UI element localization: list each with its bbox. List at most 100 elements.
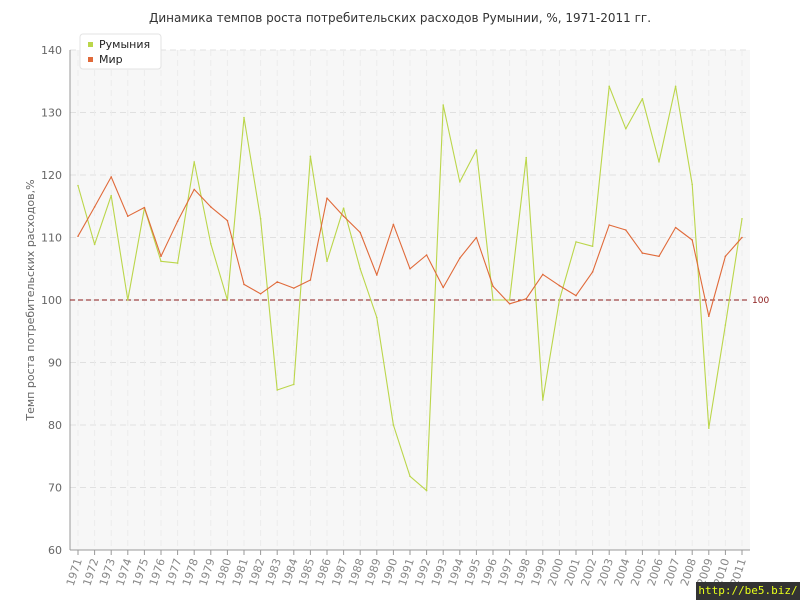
data-point (708, 315, 710, 318)
data-point (359, 267, 362, 270)
data-point (459, 181, 461, 183)
data-point (674, 85, 677, 88)
data-point (525, 297, 527, 300)
y-tick-label: 60 (48, 544, 62, 557)
y-tick-label: 70 (48, 482, 62, 495)
y-tick-label: 90 (48, 357, 62, 370)
data-point (176, 262, 179, 264)
data-point (575, 294, 577, 297)
y-tick-label: 120 (41, 169, 62, 182)
data-point (160, 260, 162, 263)
data-point (293, 287, 295, 289)
legend-swatch (88, 57, 93, 62)
data-point (309, 155, 312, 158)
data-point (210, 242, 212, 245)
data-point (143, 206, 146, 209)
watermark-link[interactable]: http://be5.biz/ (696, 582, 800, 600)
data-point (608, 224, 610, 226)
data-point (342, 207, 345, 209)
data-point (93, 243, 96, 246)
data-point (575, 241, 577, 243)
data-point (691, 239, 693, 241)
data-point (442, 104, 445, 106)
data-point (658, 255, 660, 258)
data-point (625, 229, 627, 231)
legend-label: Мир (99, 53, 123, 66)
data-point (326, 260, 328, 263)
data-point (641, 252, 644, 254)
data-point (93, 206, 96, 208)
data-point (409, 475, 411, 478)
y-tick-label: 100 (41, 294, 62, 307)
data-point (77, 235, 79, 238)
reference-line-label: 100 (752, 296, 769, 306)
data-point (127, 299, 129, 301)
data-point (392, 424, 395, 426)
data-point (110, 194, 112, 197)
data-point (276, 281, 279, 283)
data-point (558, 299, 561, 301)
data-point (226, 219, 229, 222)
data-point (326, 197, 328, 199)
data-point (542, 399, 544, 401)
data-point (741, 236, 743, 239)
y-tick-label: 80 (48, 419, 62, 432)
legend-swatch (88, 42, 93, 47)
chart-title: Динамика темпов роста потребительских ра… (149, 11, 651, 25)
data-point (591, 245, 594, 248)
data-point (558, 284, 561, 287)
data-point (459, 257, 461, 259)
data-point (425, 489, 428, 492)
data-point (674, 226, 677, 229)
data-point (243, 116, 245, 119)
data-point (342, 215, 345, 218)
data-point (508, 302, 511, 305)
data-point (392, 223, 395, 226)
data-point (359, 231, 362, 234)
data-point (276, 389, 279, 391)
y-tick-label: 130 (41, 107, 62, 120)
data-point (475, 149, 478, 151)
legend-box (79, 33, 162, 70)
data-point (724, 324, 727, 326)
legend-label: Румыния (99, 38, 150, 51)
data-point (243, 283, 245, 286)
data-point (442, 286, 445, 289)
y-tick-label: 140 (41, 44, 62, 57)
y-tick-label: 110 (41, 232, 62, 245)
data-point (376, 274, 378, 276)
data-point (376, 316, 378, 319)
data-point (658, 161, 660, 163)
data-point (691, 183, 693, 186)
data-point (492, 285, 494, 288)
data-point (508, 299, 511, 301)
data-point (641, 97, 644, 100)
data-point (293, 383, 295, 386)
data-point (193, 188, 195, 191)
data-point (525, 156, 527, 159)
data-point (110, 176, 112, 178)
data-point (176, 220, 179, 223)
data-point (77, 184, 79, 187)
data-point (608, 85, 610, 88)
data-point (708, 427, 710, 429)
data-point (259, 292, 262, 295)
data-point (160, 255, 162, 258)
data-point (625, 127, 627, 130)
data-point (226, 299, 229, 301)
data-point (425, 254, 428, 256)
data-point (724, 255, 727, 258)
data-point (492, 299, 494, 301)
y-axis-label: Темп роста потребительских расходов,% (24, 179, 37, 421)
data-point (591, 271, 594, 273)
data-point (741, 217, 743, 220)
data-point (193, 161, 195, 163)
data-point (210, 206, 212, 208)
data-point (475, 236, 478, 239)
data-point (127, 215, 129, 218)
data-point (309, 279, 312, 281)
data-point (542, 273, 544, 276)
data-point (409, 267, 411, 270)
data-point (259, 217, 262, 220)
